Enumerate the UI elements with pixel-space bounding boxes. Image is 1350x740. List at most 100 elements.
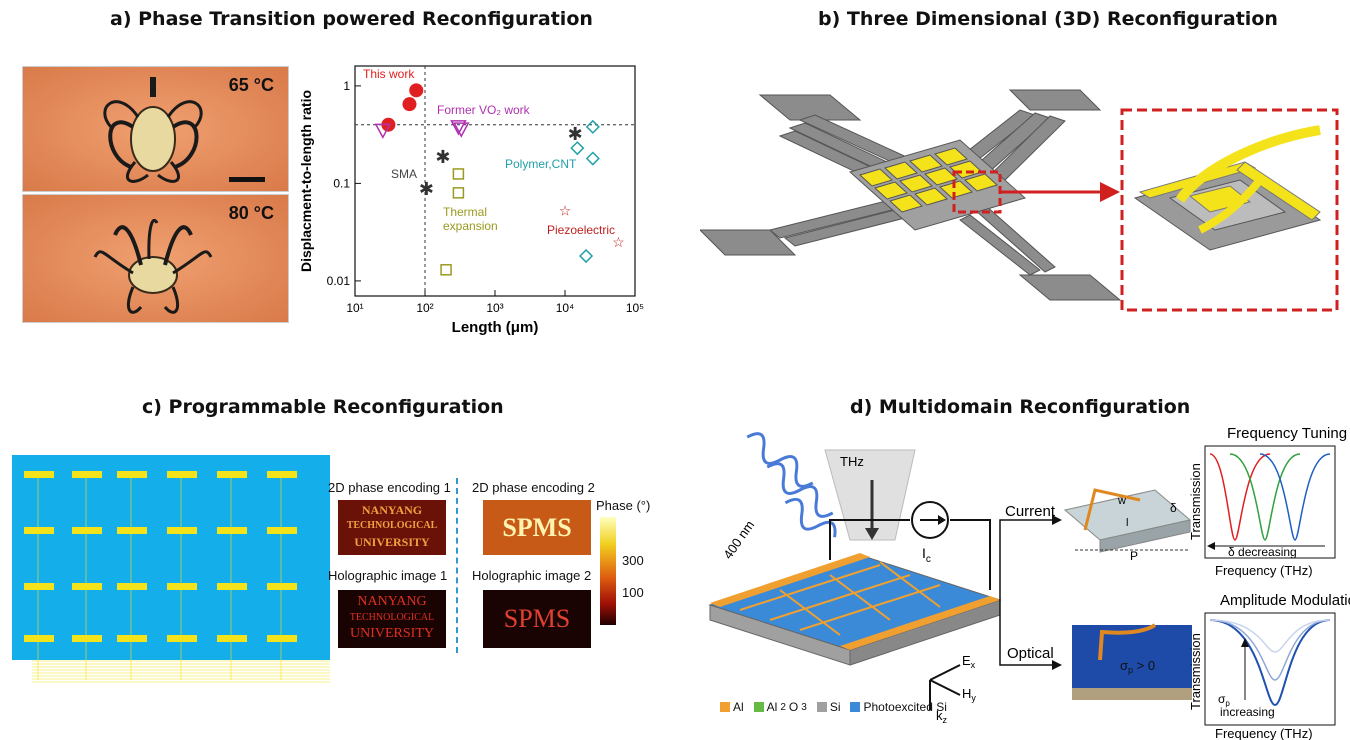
- y-tick-label: 0.1: [333, 176, 350, 190]
- substrate: [12, 455, 330, 660]
- amp-xlabel: Frequency (THz): [1215, 726, 1313, 740]
- x-tick-label: 10¹: [346, 301, 363, 315]
- colorbar-tick-300: 300: [622, 553, 644, 568]
- amp-mod-plot: [1204, 612, 1336, 726]
- pad-0-3: [24, 635, 54, 642]
- optical-label: Optical: [1007, 645, 1054, 662]
- marker-4-3: [579, 248, 594, 264]
- colorbar-tick-100: 100: [622, 585, 644, 600]
- laser-beam: [746, 432, 837, 538]
- svg-text:l: l: [1126, 517, 1128, 529]
- pad-4-2: [217, 583, 247, 590]
- panel-b-title: b) Three Dimensional (3D) Reconfiguratio…: [818, 8, 1278, 30]
- cantilevers: [739, 561, 941, 636]
- zoom-arrowhead: [1100, 182, 1120, 202]
- pad-2-0: [117, 471, 147, 478]
- temp-80-label: 80 °C: [228, 203, 274, 223]
- marker-2-1: ✱: [435, 147, 450, 167]
- freq-ylabel: Transmission: [1188, 463, 1203, 540]
- legend-al2o3: Al 2 O 3: [753, 700, 807, 714]
- thz-beam: [824, 449, 916, 541]
- pad-5-0: [267, 471, 297, 478]
- marker-3-1: [452, 187, 465, 199]
- pad-1-1: [72, 527, 102, 534]
- amp-ylabel: Transmission: [1188, 633, 1203, 710]
- x-tick-label: 10³: [486, 301, 503, 315]
- pad-3-1: [167, 527, 197, 534]
- 3d-reconfiguration-diagram: [700, 89, 1339, 312]
- pad-3-0: [167, 471, 197, 478]
- photo-65c: 65 °C: [22, 66, 289, 192]
- marker-4-1: [570, 141, 585, 156]
- frequency-tuning-title: Frequency Tuning: [1227, 425, 1347, 442]
- increasing-label: increasing: [1220, 705, 1275, 719]
- pad-5-3: [267, 635, 297, 642]
- y-tick-label: 1: [343, 79, 350, 93]
- marker-3-0: [452, 168, 465, 180]
- thz-label: THz: [840, 454, 864, 469]
- pad-4-1: [217, 527, 247, 534]
- pad-2-3: [117, 635, 147, 642]
- x-tick-label: 10²: [416, 301, 433, 315]
- freq-xlabel: Frequency (THz): [1215, 563, 1313, 578]
- annotation-2: SMA: [391, 167, 417, 181]
- marker-4-0: [585, 119, 600, 134]
- marker-2-0: ✱: [419, 179, 434, 199]
- phase-encoding-1: NANYANG TECHNOLOGICAL UNIVERSITY: [338, 500, 446, 555]
- delta-decreasing-label: δ decreasing: [1228, 545, 1297, 559]
- pad-3-3: [167, 635, 197, 642]
- pad-0-0: [24, 471, 54, 478]
- pad-0-2: [24, 583, 54, 590]
- marker-0-2: [409, 83, 424, 98]
- actuator-photo-80: [23, 195, 288, 322]
- zoom-panel: [1120, 108, 1339, 312]
- photoexcited-si-slab: [708, 554, 1002, 651]
- kz-label: kz: [936, 708, 948, 725]
- legend-photoexcited-si: Photoexcited Si: [850, 700, 947, 714]
- multidomain-diagram: 400 nm THz Ic Ex Hy kz Current Optical w…: [708, 425, 1350, 740]
- pad-1-3: [72, 635, 102, 642]
- panel-c-title: c) Programmable Reconfiguration: [142, 396, 504, 418]
- pad-4-3: [217, 635, 247, 642]
- marker-1-0: [374, 123, 392, 139]
- holo2-label: Holographic image 2: [472, 568, 592, 583]
- ex-label: Ex: [962, 653, 976, 670]
- sigma-label: σp > 0: [1120, 658, 1155, 675]
- phase-colorbar: [600, 517, 616, 625]
- holographic-image-2: SPMS: [483, 590, 591, 648]
- marker-5-0: ☆: [559, 202, 572, 218]
- enc2-label: 2D phase encoding 2: [472, 480, 595, 495]
- material-legend: Al Al 2 O 3 Si Photoexcited Si: [720, 700, 947, 714]
- hy-label: Hy: [962, 686, 976, 703]
- pad-1-0: [72, 471, 102, 478]
- resonator-array: [859, 147, 998, 213]
- panel-a-title: a) Phase Transition powered Reconfigurat…: [110, 8, 593, 30]
- marker-2-2: ✱: [568, 124, 583, 144]
- pad-2-2: [117, 583, 147, 590]
- actuator-photo-65: [23, 67, 288, 191]
- svg-text:w: w: [1117, 495, 1126, 507]
- panel-d-title: d) Multidomain Reconfiguration: [850, 396, 1191, 418]
- current-label: Current: [1005, 503, 1056, 520]
- ic-label: Ic: [922, 545, 931, 565]
- marker-5-1: ☆: [612, 234, 625, 250]
- enc1-label: 2D phase encoding 1: [328, 480, 451, 495]
- svg-text:P: P: [1130, 549, 1138, 563]
- zoomed-resonator: [1133, 125, 1322, 251]
- divider: [456, 478, 458, 653]
- sigma-increasing-symbol: σp: [1218, 692, 1230, 708]
- pad-5-2: [267, 583, 297, 590]
- marker-3-2: [440, 264, 452, 276]
- legend-al: Al: [720, 700, 744, 714]
- marker-1-1: [450, 120, 467, 136]
- legend-si: Si: [816, 700, 840, 714]
- plot-frame: [354, 65, 636, 297]
- holo1-label: Holographic image 1: [328, 568, 448, 583]
- annotation-3: Thermal: [443, 205, 487, 219]
- pad-3-2: [167, 583, 197, 590]
- marker-1-2: [453, 122, 470, 138]
- pad-4-0: [217, 471, 247, 478]
- programmable-array-layout: [12, 455, 330, 683]
- svg-text:δ: δ: [1170, 501, 1177, 515]
- amplitude-modulation-title: Amplitude Modulation: [1220, 592, 1350, 609]
